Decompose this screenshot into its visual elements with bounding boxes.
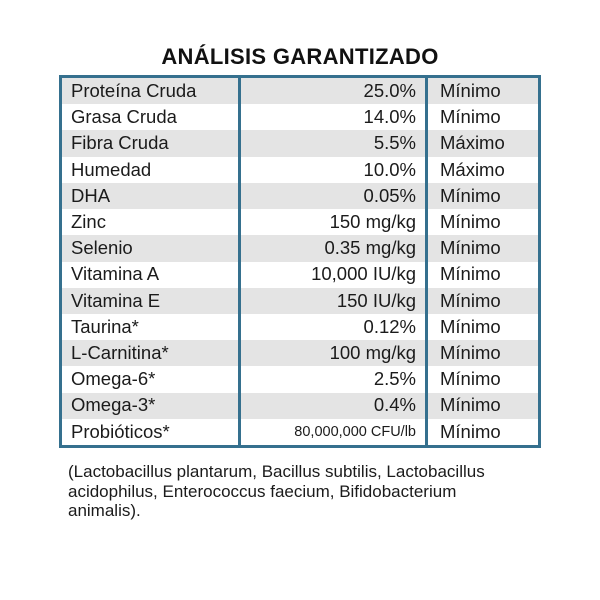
limit-type-cell: Mínimo (440, 184, 501, 206)
page-title: ANÁLISIS GARANTIZADO (161, 44, 439, 69)
table-row: DHA 0.05% Mínimo (62, 182, 538, 210)
limit-type-cell: Máximo (440, 158, 505, 180)
table-row: Omega-6* 2.5% Mínimo (62, 366, 538, 393)
analysis-table: Proteína Cruda 25.0% Mínimo Grasa Cruda … (59, 75, 541, 448)
nutrient-value-cell: 100 mg/kg (238, 340, 428, 367)
nutrient-name-cell: DHA (71, 184, 111, 206)
table-row: Humedad 10.0% Máximo (62, 156, 538, 183)
limit-type-cell: Mínimo (440, 79, 501, 101)
nutrient-name-cell: Grasa Cruda (71, 106, 177, 128)
nutrient-value-cell: 10,000 IU/kg (238, 261, 428, 288)
table-row: Fibra Cruda 5.5% Máximo (62, 130, 538, 157)
footnote-line: animalis). (68, 501, 141, 520)
footnote-line: acidophilus, Enterococcus faecium, Bifid… (68, 481, 457, 501)
nutrient-value-cell: 10.0% (238, 156, 428, 183)
table-row: L-Carnitina* 100 mg/kg Mínimo (62, 340, 538, 367)
limit-type-cell: Mínimo (440, 394, 501, 416)
table-row: Proteína Cruda 25.0% Mínimo (62, 78, 538, 105)
nutrient-name-cell: Taurina* (71, 315, 139, 337)
table-row: Taurina* 0.12% Mínimo (62, 313, 538, 341)
limit-type-cell: Mínimo (440, 263, 501, 285)
nutrient-name-cell: Probióticos* (71, 420, 170, 442)
nutrient-name-cell: Vitamina E (71, 289, 161, 311)
nutrient-name-cell: Omega-6* (71, 368, 156, 390)
limit-type-cell: Mínimo (440, 106, 501, 128)
limit-type-cell: Mínimo (440, 368, 501, 390)
nutrient-name-cell: Zinc (71, 210, 106, 232)
nutrient-value-cell: 150 IU/kg (238, 287, 428, 314)
limit-type-cell: Mínimo (440, 342, 501, 364)
nutrient-name-cell: Humedad (71, 158, 152, 180)
nutrient-value-cell: 5.5% (238, 130, 428, 157)
table-row: Vitamina A 10,000 IU/kg Mínimo (62, 261, 538, 288)
nutrient-name-cell: L-Carnitina* (71, 342, 169, 364)
limit-type-cell: Máximo (440, 132, 505, 154)
limit-type-cell: Mínimo (440, 289, 501, 311)
nutrient-value-cell: 150 mg/kg (238, 209, 428, 236)
footnote-line: (Lactobacillus plantarum, Bacillus subti… (68, 462, 485, 481)
limit-type-cell: Mínimo (440, 237, 501, 259)
probiotics-footnote: (Lactobacillus plantarum, Bacillus subti… (68, 462, 548, 521)
limit-type-cell: Mínimo (440, 210, 501, 232)
limit-type-cell: Mínimo (440, 420, 501, 442)
table-row: Probióticos* 80,000,000 CFU/lb Mínimo (62, 418, 538, 446)
nutrient-value-cell: 80,000,000 CFU/lb (238, 418, 428, 446)
limit-type-cell: Mínimo (440, 315, 501, 337)
nutrient-value-cell: 2.5% (238, 366, 428, 393)
nutrient-name-cell: Vitamina A (71, 263, 160, 285)
table-row: Omega-3* 0.4% Mínimo (62, 392, 538, 419)
nutrient-name-cell: Selenio (71, 237, 133, 259)
nutrient-value-cell: 0.4% (238, 392, 428, 419)
nutrient-value-cell: 0.12% (238, 313, 428, 341)
nutrient-value-cell: 0.05% (238, 182, 428, 210)
nutrient-value-cell: 0.35 mg/kg (238, 235, 428, 262)
nutrient-value-cell: 25.0% (238, 78, 428, 105)
table-row: Selenio 0.35 mg/kg Mínimo (62, 235, 538, 262)
table-row: Vitamina E 150 IU/kg Mínimo (62, 287, 538, 314)
nutrient-name-cell: Fibra Cruda (71, 132, 169, 154)
table-row: Zinc 150 mg/kg Mínimo (62, 209, 538, 236)
nutrient-name-cell: Omega-3* (71, 394, 156, 416)
table-row: Grasa Cruda 14.0% Mínimo (62, 104, 538, 131)
nutrient-value-cell: 14.0% (238, 104, 428, 131)
nutrient-name-cell: Proteína Cruda (71, 79, 197, 101)
